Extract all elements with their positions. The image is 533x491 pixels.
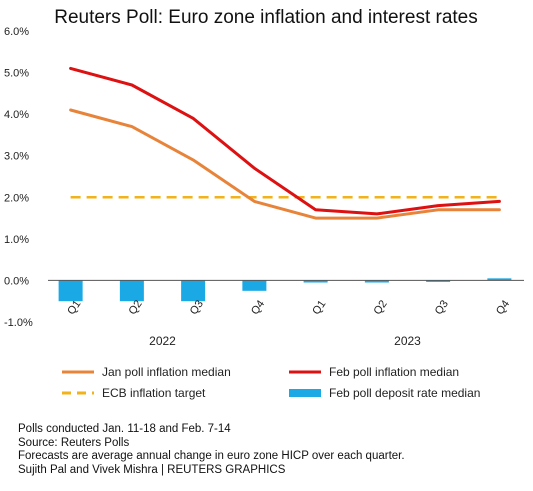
x-tick-label: Q3 bbox=[433, 298, 451, 317]
deposit-rate-bar bbox=[58, 280, 83, 302]
year-labels: 2022 2023 bbox=[149, 334, 421, 348]
deposit-rate-bars bbox=[58, 278, 512, 302]
legend-label: Jan poll inflation median bbox=[102, 365, 231, 379]
series-line bbox=[69, 66, 501, 216]
y-tick-label: 4.0% bbox=[4, 109, 29, 121]
deposit-rate-bar bbox=[426, 280, 451, 282]
x-tick-label: Q4 bbox=[249, 298, 267, 317]
y-tick-label: 1.0% bbox=[4, 234, 29, 246]
y-tick-label: 3.0% bbox=[4, 151, 29, 163]
y-tick-label: 2.0% bbox=[4, 192, 29, 204]
footnote-credit: Sujith Pal and Vivek Mishra | REUTERS GR… bbox=[18, 463, 286, 476]
x-axis: Q1 Q2 Q3 Q4 Q1 Q2 Q3 Q4 bbox=[65, 298, 512, 317]
deposit-rate-bar bbox=[487, 278, 512, 281]
legend-label: Feb poll deposit rate median bbox=[329, 386, 480, 400]
legend: Jan poll inflation median Feb poll inflat… bbox=[62, 365, 480, 400]
y-axis: 6.0% 5.0% 4.0% 3.0% 2.0% 1.0% 0.0% -1.0% bbox=[4, 26, 33, 329]
deposit-rate-bar bbox=[364, 280, 389, 283]
series-lines bbox=[69, 66, 501, 220]
footnote-source: Source: Reuters Polls bbox=[18, 436, 130, 449]
legend-label: Feb poll inflation median bbox=[329, 365, 459, 379]
year-label: 2022 bbox=[149, 334, 176, 348]
legend-label: ECB inflation target bbox=[102, 386, 206, 400]
deposit-rate-bar bbox=[119, 280, 144, 302]
chart-title: Reuters Poll: Euro zone inflation and in… bbox=[54, 7, 478, 28]
y-tick-label: -1.0% bbox=[4, 317, 33, 329]
y-tick-label: 6.0% bbox=[4, 26, 29, 38]
x-tick-label: Q4 bbox=[494, 298, 512, 317]
footnotes: Polls conducted Jan. 11-18 and Feb. 7-14… bbox=[18, 423, 405, 477]
deposit-rate-bar bbox=[303, 280, 328, 283]
x-tick-label: Q1 bbox=[310, 298, 328, 317]
inflation-rates-chart: Reuters Poll: Euro zone inflation and in… bbox=[4, 7, 524, 400]
legend-swatch bbox=[289, 389, 321, 397]
footnote-method: Forecasts are average annual change in e… bbox=[18, 450, 405, 462]
deposit-rate-bar bbox=[181, 280, 206, 302]
series-line bbox=[69, 108, 501, 220]
x-tick-label: Q2 bbox=[372, 298, 390, 317]
y-tick-label: 5.0% bbox=[4, 68, 29, 80]
deposit-rate-bar bbox=[242, 280, 267, 291]
year-label: 2023 bbox=[394, 334, 421, 348]
y-tick-label: 0.0% bbox=[4, 275, 29, 287]
footnote-polls: Polls conducted Jan. 11-18 and Feb. 7-14 bbox=[18, 423, 231, 435]
